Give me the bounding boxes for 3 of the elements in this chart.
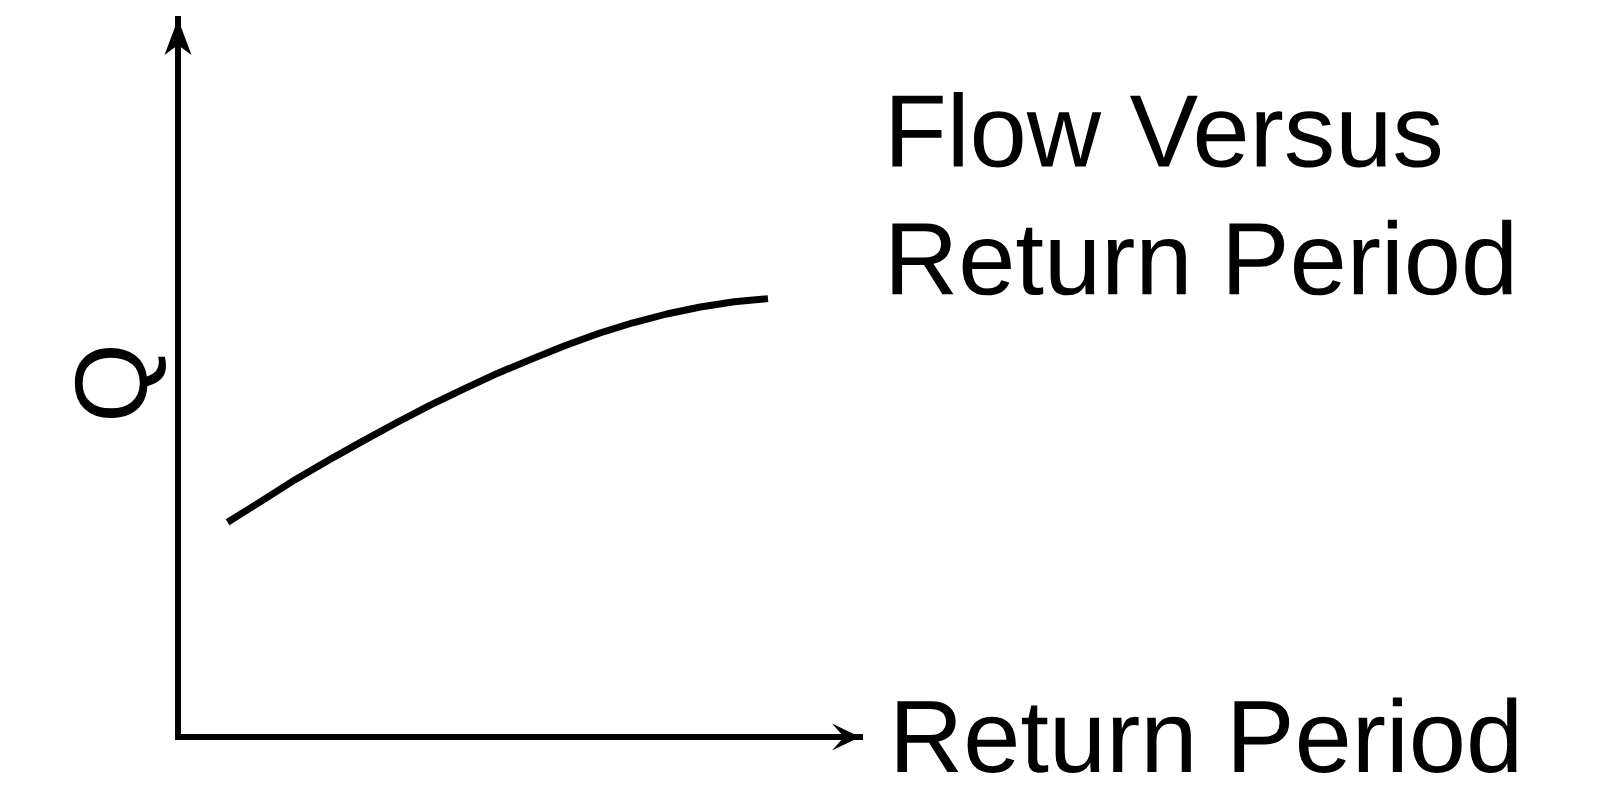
y-axis-title: Q xyxy=(74,347,166,419)
text: Flow Versus Return Period xyxy=(892,92,1512,296)
x-axis-title: Return Period xyxy=(897,697,1517,774)
